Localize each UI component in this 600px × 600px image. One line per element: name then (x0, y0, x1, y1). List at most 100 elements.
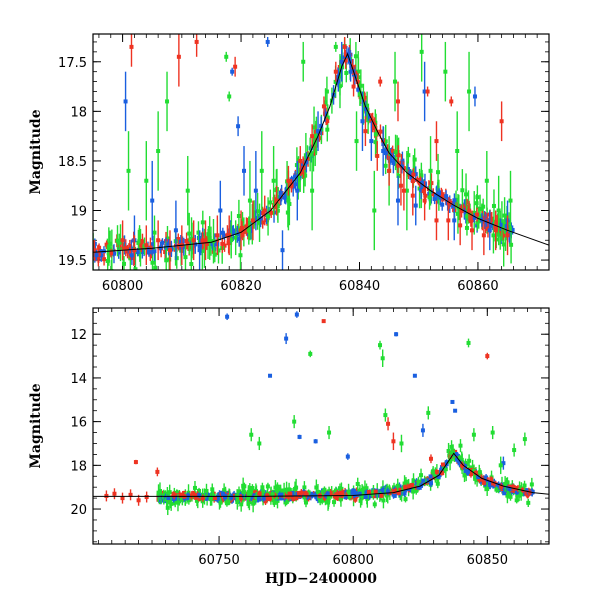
data-point (283, 193, 288, 198)
data-point (246, 501, 251, 506)
data-point (302, 495, 307, 500)
data-point (236, 214, 241, 219)
data-point (485, 354, 490, 359)
data-point (390, 148, 395, 153)
data-point (395, 99, 400, 104)
data-point (428, 474, 433, 479)
data-point (208, 239, 213, 244)
data-point (471, 468, 476, 473)
data-point (413, 203, 418, 208)
data-point (132, 248, 137, 253)
data-point (467, 89, 472, 94)
data-point (453, 408, 458, 413)
data-point (129, 253, 134, 258)
data-point (383, 413, 388, 418)
data-point (449, 444, 454, 449)
data-point (144, 178, 149, 183)
data-point (283, 500, 288, 505)
data-point (508, 494, 513, 499)
data-point (133, 267, 138, 270)
data-point (261, 496, 266, 501)
data-point (478, 474, 483, 479)
data-point (505, 233, 510, 238)
data-point (402, 491, 407, 496)
data-point (450, 399, 455, 404)
data-point (157, 488, 162, 493)
data-point (273, 485, 278, 490)
data-point (380, 356, 385, 361)
data-point (499, 484, 504, 489)
data-point (233, 64, 238, 69)
data-point (116, 250, 121, 255)
data-point (485, 480, 490, 485)
data-point (262, 208, 267, 213)
data-point (460, 463, 465, 468)
data-point (421, 478, 426, 483)
x-tick-label: 60860 (457, 279, 498, 294)
data-point (422, 198, 427, 203)
data-point (311, 151, 316, 156)
data-point (235, 500, 240, 505)
data-point (216, 248, 221, 253)
y-tick-label: 18.5 (58, 155, 87, 170)
data-point (484, 178, 489, 183)
y-tick-label: 16 (70, 416, 87, 431)
data-point (387, 168, 392, 173)
data-point (413, 172, 418, 177)
data-point (440, 193, 445, 198)
data-point (156, 492, 161, 497)
data-point (222, 233, 227, 238)
data-point (220, 491, 225, 496)
data-point (140, 239, 145, 244)
data-point (249, 489, 254, 494)
data-point (476, 215, 481, 220)
data-point (524, 488, 529, 493)
data-point (491, 203, 496, 208)
data-point (227, 94, 232, 99)
data-point (496, 208, 501, 213)
data-point (505, 493, 510, 498)
data-point (456, 205, 461, 210)
data-point (419, 187, 424, 192)
data-point (434, 469, 439, 474)
data-point (383, 139, 388, 144)
data-point (323, 498, 328, 503)
data-point (513, 486, 518, 491)
data-point (212, 252, 217, 257)
data-point (322, 487, 327, 492)
data-point (478, 479, 483, 484)
data-point (163, 495, 168, 500)
data-point (339, 59, 344, 64)
data-point (430, 469, 435, 474)
data-point (409, 175, 414, 180)
data-point (211, 493, 216, 498)
data-point (174, 256, 179, 261)
data-point (140, 250, 145, 255)
data-point (367, 494, 372, 499)
data-point (467, 458, 472, 463)
data-point (401, 188, 406, 193)
data-point (464, 192, 469, 197)
data-point (257, 220, 262, 225)
data-point (363, 107, 368, 112)
data-point (208, 497, 213, 502)
data-point (272, 500, 277, 505)
data-point (231, 228, 236, 233)
data-point (314, 133, 319, 138)
data-point (168, 500, 173, 505)
data-point (240, 225, 245, 230)
data-point (460, 188, 465, 193)
data-point (173, 500, 178, 505)
data-point (300, 171, 305, 176)
data-point (218, 208, 223, 213)
data-point (396, 491, 401, 496)
data-point (185, 241, 190, 246)
data-point (391, 160, 396, 165)
data-point (126, 168, 131, 173)
data-point (386, 421, 391, 426)
data-point (373, 489, 378, 494)
data-point (128, 492, 133, 497)
data-point (303, 500, 308, 505)
data-point (484, 477, 489, 482)
data-point (224, 499, 229, 504)
